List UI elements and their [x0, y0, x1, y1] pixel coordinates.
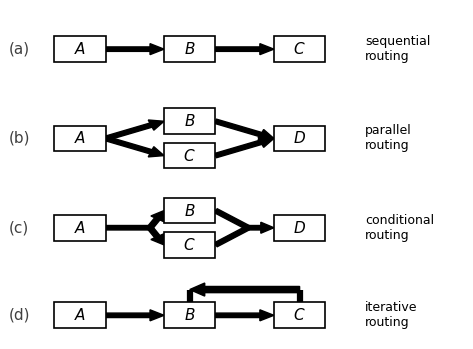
Bar [274, 126, 325, 151]
Text: $\mathit{B}$: $\mathit{B}$ [184, 307, 195, 323]
Text: $\mathit{D}$: $\mathit{D}$ [293, 220, 306, 236]
Bar [164, 198, 216, 223]
Text: $\mathit{C}$: $\mathit{C}$ [293, 307, 306, 323]
Text: (a): (a) [9, 42, 30, 57]
FancyArrow shape [148, 227, 164, 245]
FancyArrow shape [105, 44, 164, 55]
FancyArrow shape [214, 137, 274, 158]
Bar [164, 232, 216, 258]
Text: $\mathit{C}$: $\mathit{C}$ [184, 237, 196, 253]
Text: $\mathit{A}$: $\mathit{A}$ [74, 131, 86, 147]
Text: $\mathit{A}$: $\mathit{A}$ [74, 220, 86, 236]
Text: $\mathit{B}$: $\mathit{B}$ [184, 113, 195, 129]
Text: $\mathit{A}$: $\mathit{A}$ [74, 41, 86, 57]
Bar [164, 143, 216, 169]
Text: $\mathit{B}$: $\mathit{B}$ [184, 202, 195, 218]
FancyArrow shape [105, 136, 164, 157]
FancyArrow shape [190, 283, 299, 296]
Bar [164, 36, 216, 62]
FancyArrow shape [216, 44, 274, 55]
Text: $\mathit{A}$: $\mathit{A}$ [74, 307, 86, 323]
Bar [54, 36, 105, 62]
FancyArrow shape [214, 209, 250, 229]
Bar [274, 215, 325, 240]
Text: $\mathit{D}$: $\mathit{D}$ [293, 131, 306, 147]
FancyArrow shape [216, 310, 274, 321]
Bar [54, 126, 105, 151]
Bar [274, 303, 325, 328]
FancyArrow shape [248, 222, 274, 233]
FancyArrow shape [105, 120, 164, 141]
Text: conditional
routing: conditional routing [365, 214, 434, 242]
Bar [164, 109, 216, 134]
FancyArrow shape [105, 225, 150, 230]
Text: $\mathit{B}$: $\mathit{B}$ [184, 41, 195, 57]
Text: (c): (c) [9, 220, 29, 235]
Text: (d): (d) [9, 308, 30, 323]
Bar [164, 303, 216, 328]
Text: $\mathit{C}$: $\mathit{C}$ [293, 41, 306, 57]
FancyArrow shape [105, 310, 164, 321]
FancyArrow shape [148, 210, 164, 229]
Text: parallel
routing: parallel routing [365, 125, 412, 153]
FancyArrow shape [214, 119, 274, 140]
Text: $\mathit{C}$: $\mathit{C}$ [184, 148, 196, 164]
Text: iterative
routing: iterative routing [365, 301, 418, 329]
Bar [54, 303, 105, 328]
Text: (b): (b) [9, 131, 30, 146]
Bar [274, 36, 325, 62]
Bar [54, 215, 105, 240]
FancyArrow shape [214, 226, 250, 247]
Text: sequential
routing: sequential routing [365, 35, 430, 63]
